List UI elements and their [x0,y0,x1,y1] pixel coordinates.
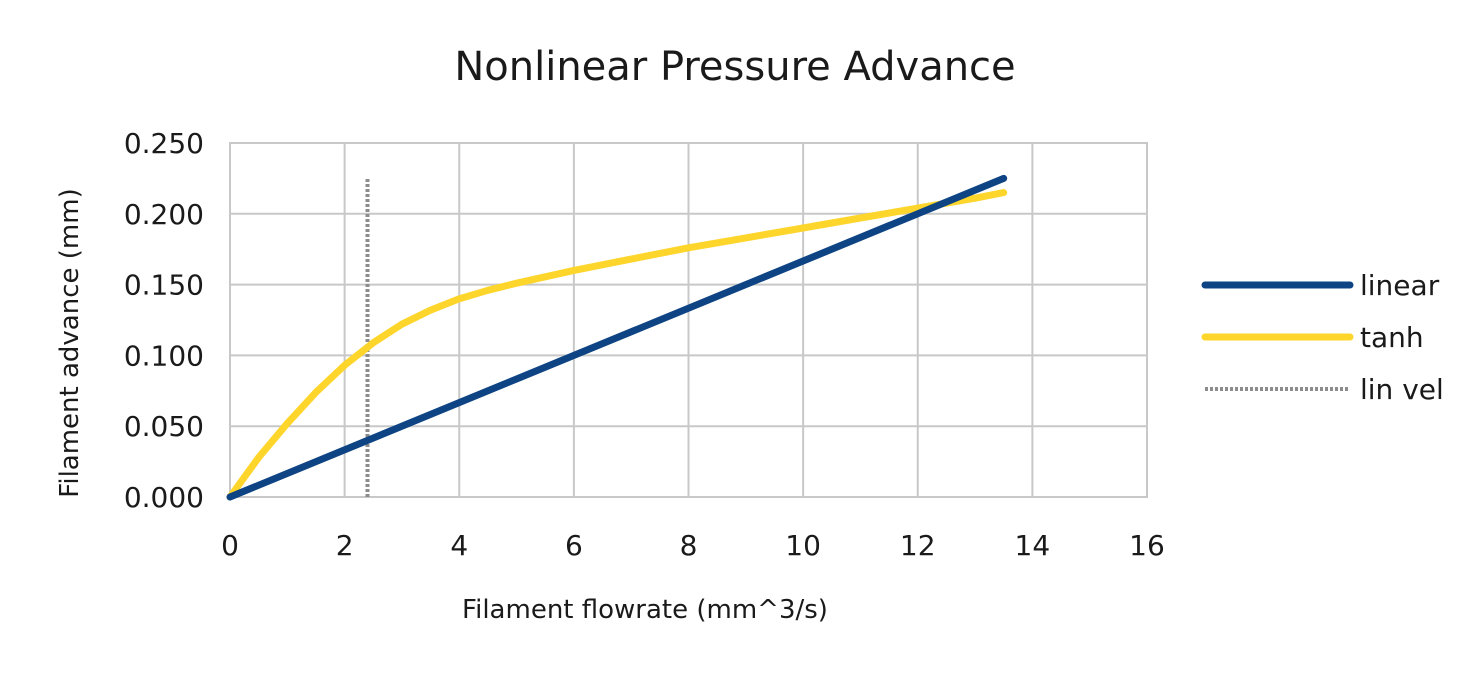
y-tick-label: 0.250 [124,127,204,160]
legend: linear tanh lin vel [1201,269,1444,406]
x-tick-label: 8 [680,529,698,562]
x-tick-label: 2 [336,529,354,562]
tick-labels: 0 2 4 6 8 10 12 14 16 0.000 0.050 0.100 0.150 0.200 0.… [124,127,1165,562]
x-tick-label: 6 [565,529,583,562]
series-line-linear [226,174,1008,501]
x-tick-label: 16 [1129,529,1165,562]
x-tick-label: 4 [450,529,468,562]
chart-title: Nonlinear Pressure Advance [454,44,1015,90]
y-tick-label: 0.150 [124,269,204,302]
series-line-tanh [226,189,1008,501]
y-tick-label: 0.200 [124,198,204,231]
y-tick-label: 0.100 [124,339,204,372]
grid [229,142,1148,498]
y-tick-label: 0.050 [124,410,204,443]
y-axis-label: Filament advance (mm) [55,188,85,497]
x-axis-label: Filament flowrate (mm^3/s) [462,595,828,625]
x-tick-label: 14 [1015,529,1051,562]
x-tick-label: 12 [900,529,936,562]
legend-label: linear [1360,269,1440,302]
legend-label: lin vel [1360,373,1444,406]
y-tick-label: 0.000 [124,481,204,514]
x-tick-label: 10 [785,529,821,562]
plot-frame [229,142,1148,498]
series-layer [226,174,1008,501]
legend-label: tanh [1360,321,1424,354]
x-tick-label: 0 [221,529,239,562]
